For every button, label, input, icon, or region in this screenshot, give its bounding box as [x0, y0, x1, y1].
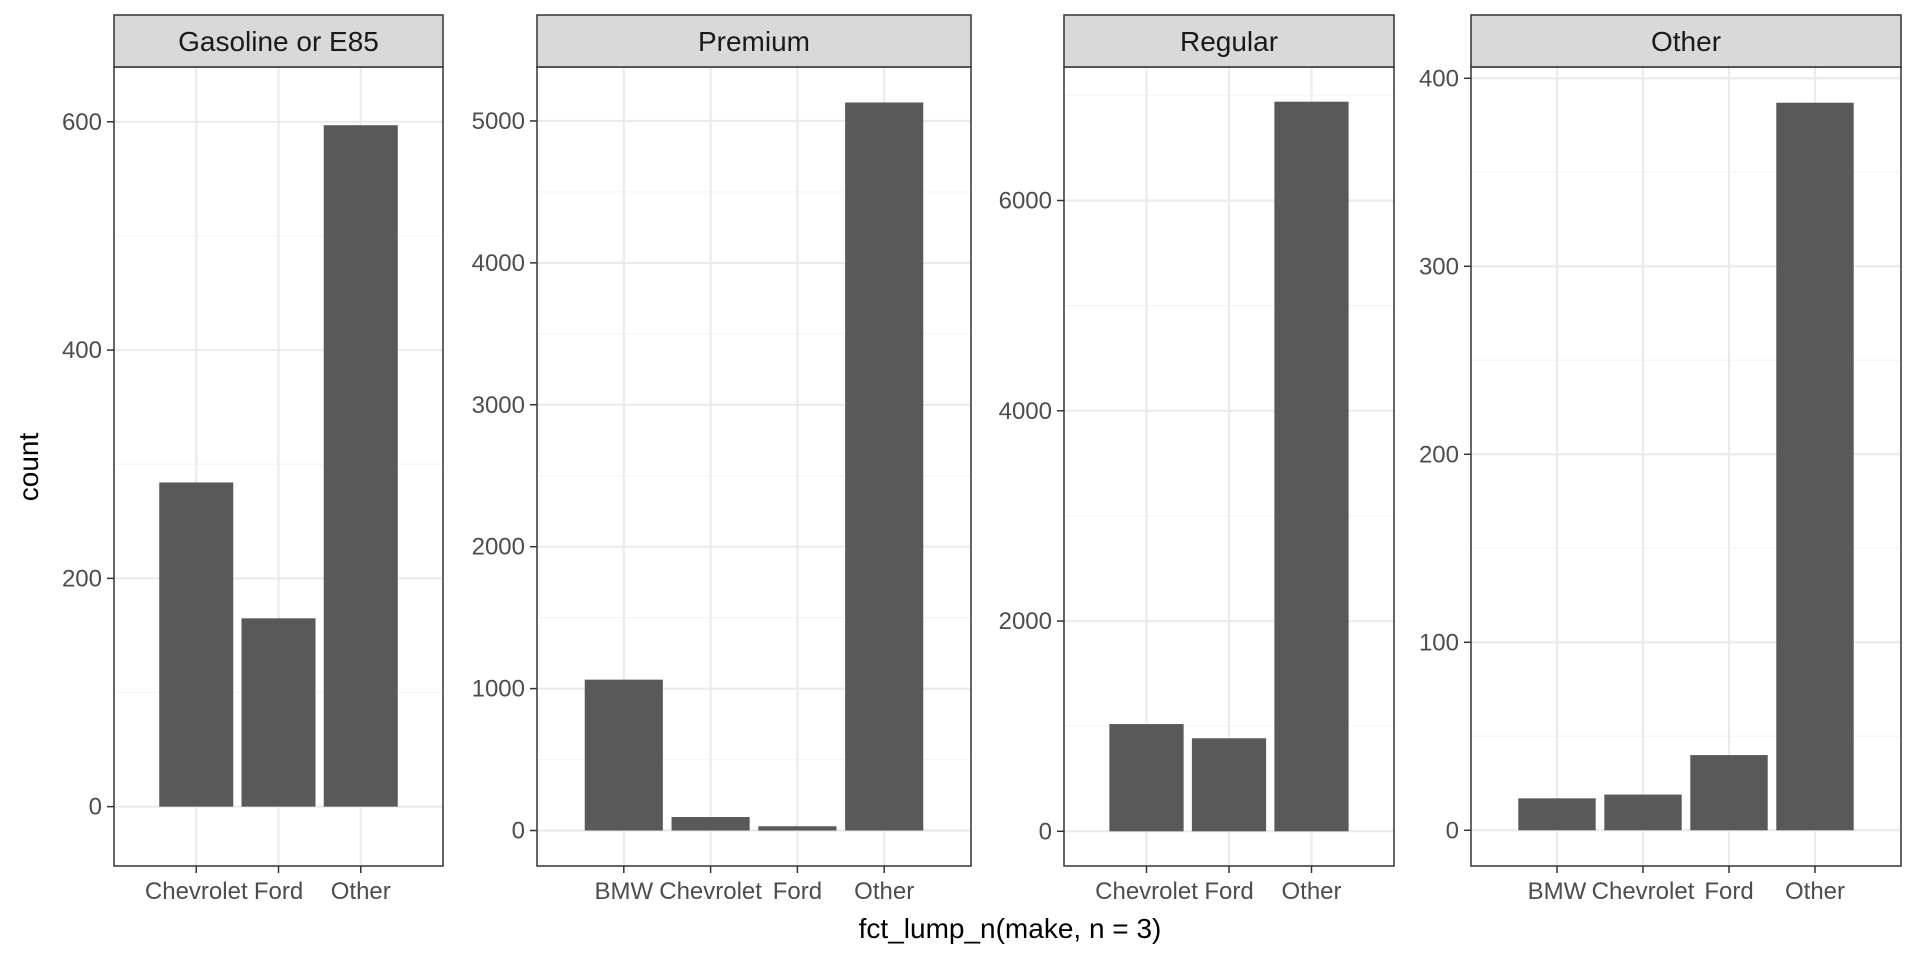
y-tick-label: 2000	[472, 534, 525, 561]
x-tick-label: BMW	[1528, 878, 1587, 905]
facet-strip-label: Premium	[698, 26, 810, 57]
x-tick-label: Ford	[1204, 878, 1253, 905]
x-tick-label: Chevrolet	[659, 878, 762, 905]
x-tick-label: Ford	[254, 878, 303, 905]
y-tick-label: 5000	[472, 108, 525, 135]
y-tick-label: 3000	[472, 392, 525, 419]
x-tick-label: Chevrolet	[1095, 878, 1198, 905]
x-tick-label: Other	[854, 878, 914, 905]
y-tick-label: 600	[62, 109, 102, 136]
x-tick-label: Other	[331, 878, 391, 905]
y-tick-label: 1000	[472, 676, 525, 703]
bar-chevrolet	[1109, 724, 1184, 832]
y-tick-label: 400	[1419, 65, 1459, 92]
y-tick-label: 0	[1446, 817, 1459, 844]
x-tick-label: Ford	[1704, 878, 1753, 905]
bar-ford	[1191, 738, 1267, 832]
y-tick-label: 4000	[472, 250, 525, 277]
x-tick-label: Other	[1785, 878, 1845, 905]
x-tick-label: Chevrolet	[1592, 878, 1695, 905]
bar-ford	[1690, 755, 1768, 831]
facet-panel-4: Other 0 100 200 300 400 BMW Chevrolet Ford Other	[1419, 14, 1902, 905]
facet-strip	[1470, 14, 1902, 68]
bar-other	[323, 125, 398, 807]
facet-strip	[1063, 14, 1395, 68]
y-tick-label: 6000	[999, 188, 1052, 215]
facet-strip-label: Regular	[1180, 26, 1278, 57]
facet-panel-1: Gasoline or E85 0 200 400 600 Chevrolet Ford Ot…	[62, 14, 444, 905]
x-axis-title: fct_lump_n(make, n = 3)	[859, 913, 1162, 944]
y-tick-label: 0	[89, 794, 102, 821]
y-axis-title: count	[13, 433, 44, 502]
y-tick-label: 400	[62, 337, 102, 364]
bar-other	[1274, 101, 1349, 832]
bar-chevrolet	[159, 482, 234, 807]
bar-chevrolet	[671, 817, 750, 831]
facet-strip-label: Gasoline or E85	[178, 26, 379, 57]
x-tick-label: BMW	[594, 878, 653, 905]
facet-strip	[113, 14, 444, 68]
bar-bmw	[584, 679, 663, 831]
bar-chevrolet	[1604, 794, 1682, 831]
bar-ford	[241, 618, 316, 807]
y-tick-label: 0	[512, 818, 525, 845]
y-tick-label: 4000	[999, 398, 1052, 425]
y-tick-label: 0	[1039, 818, 1052, 845]
y-tick-label: 300	[1419, 253, 1459, 280]
bar-other	[845, 102, 924, 831]
bar-ford	[758, 826, 837, 831]
x-tick-label: Chevrolet	[145, 878, 248, 905]
y-tick-label: 200	[62, 565, 102, 592]
facet-strip-label: Other	[1651, 26, 1721, 57]
y-tick-label: 2000	[999, 608, 1052, 635]
facet-panel-2: Premium 0 1000 2000 3000 4000 5000 BMW Chevrolet…	[472, 14, 972, 905]
bar-other	[1776, 102, 1854, 831]
y-tick-label: 100	[1419, 629, 1459, 656]
y-tick-label: 200	[1419, 441, 1459, 468]
facet-strip	[536, 14, 972, 68]
x-tick-label: Other	[1281, 878, 1341, 905]
facet-panel-3: Regular 0 2000 4000 6000 Chevrolet Ford Other	[999, 14, 1395, 905]
bar-bmw	[1518, 798, 1596, 831]
x-tick-label: Ford	[773, 878, 822, 905]
